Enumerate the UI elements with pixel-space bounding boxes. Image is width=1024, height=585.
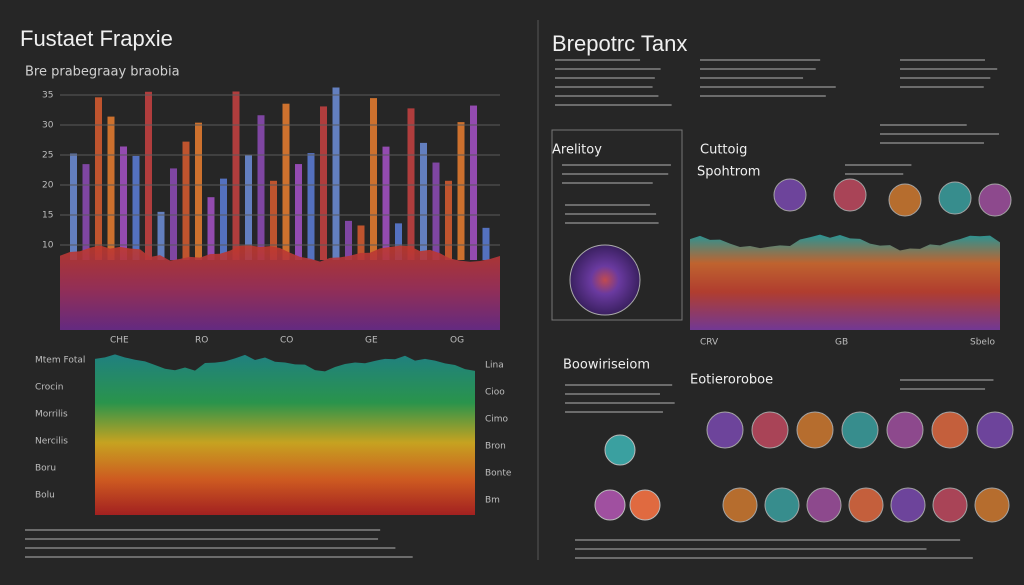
icon (932, 487, 968, 523)
y-label: 25 (42, 151, 53, 161)
bar (432, 162, 440, 260)
right-band (690, 234, 1000, 330)
side-label: Cioo (485, 388, 505, 398)
side-label: Boru (35, 464, 56, 474)
y-label: 15 (42, 211, 53, 221)
icon (629, 489, 661, 521)
bar (295, 164, 302, 260)
bar (207, 197, 215, 260)
side-label: Bolu (35, 491, 55, 501)
icon (796, 411, 834, 449)
bar (220, 178, 227, 260)
left-title: Fustaet Frapxie (20, 26, 173, 51)
icon (848, 487, 884, 523)
bar (82, 164, 90, 260)
icon (751, 411, 789, 449)
bar (345, 220, 352, 260)
icon (706, 411, 744, 449)
bar (145, 91, 152, 260)
text-lines (25, 59, 1000, 559)
side-label: Crocin (35, 383, 63, 393)
panel-frame (551, 129, 683, 321)
bar (170, 168, 177, 260)
bar (395, 223, 402, 260)
band-label: GB (835, 338, 848, 348)
section-heading: Boowiriseiom (563, 358, 650, 373)
icon-row (594, 178, 1014, 523)
icon (806, 487, 842, 523)
right-title: Brepotrc Tanx (552, 31, 687, 56)
side-label: Bron (485, 442, 506, 452)
bar (357, 225, 365, 260)
bar (157, 211, 165, 260)
icon (833, 178, 867, 212)
y-label: 20 (42, 181, 54, 191)
bar (320, 106, 327, 260)
y-label: 30 (42, 121, 54, 131)
icon (764, 487, 800, 523)
bar (445, 180, 452, 260)
band-label: Sbelo (970, 338, 995, 348)
bar (182, 141, 190, 260)
bar (470, 105, 477, 260)
bar (270, 180, 277, 260)
icon (841, 411, 879, 449)
x-label: GE (365, 336, 378, 346)
bar (232, 91, 240, 260)
bar (307, 153, 315, 260)
bar (132, 155, 140, 260)
icon (931, 411, 969, 449)
icon (773, 178, 807, 212)
icon (888, 183, 922, 217)
icon (890, 487, 926, 523)
left-subtitle: Bre prabegraay braobia (25, 65, 180, 80)
rainbow-band (95, 354, 475, 515)
side-label: Bm (485, 496, 500, 506)
y-label: 35 (42, 91, 53, 101)
x-label: OG (450, 336, 464, 346)
side-label: Nercilis (35, 437, 68, 447)
x-label: CHE (110, 336, 129, 346)
icon (594, 489, 626, 521)
bar (257, 115, 265, 260)
side-label: Cimo (485, 415, 509, 425)
disc-illustration (569, 244, 641, 316)
bar (420, 142, 427, 260)
bar (120, 146, 127, 260)
bar (457, 122, 465, 260)
bar (382, 146, 390, 260)
side-label: Lina (485, 361, 504, 371)
bar (195, 122, 202, 260)
icon (938, 181, 972, 215)
bar (70, 153, 77, 260)
bar (282, 103, 290, 261)
bar (332, 87, 340, 261)
bar (482, 227, 490, 260)
side-label: Bonte (485, 469, 512, 479)
icon (978, 183, 1012, 217)
side-label: Mtem Fotal (35, 356, 85, 366)
bar (245, 154, 252, 260)
wave-band (60, 245, 500, 330)
y-label: 10 (42, 241, 54, 251)
bar-area (70, 87, 490, 261)
section-heading: Cuttoig (700, 143, 747, 158)
icon (974, 487, 1010, 523)
icon (722, 487, 758, 523)
icon (604, 434, 636, 466)
bar (370, 98, 377, 260)
bar (407, 108, 415, 260)
bar (107, 116, 115, 260)
side-label: Morrilis (35, 410, 68, 420)
section-heading: Arelitoy (552, 143, 602, 158)
x-label: RO (195, 336, 208, 346)
x-label: CO (280, 336, 293, 346)
band-label: CRV (700, 338, 719, 348)
icon (886, 411, 924, 449)
section-heading: Eotieroroboe (690, 373, 773, 388)
icon (976, 411, 1014, 449)
bar (95, 97, 102, 260)
section-heading: Spohtrom (697, 165, 760, 180)
